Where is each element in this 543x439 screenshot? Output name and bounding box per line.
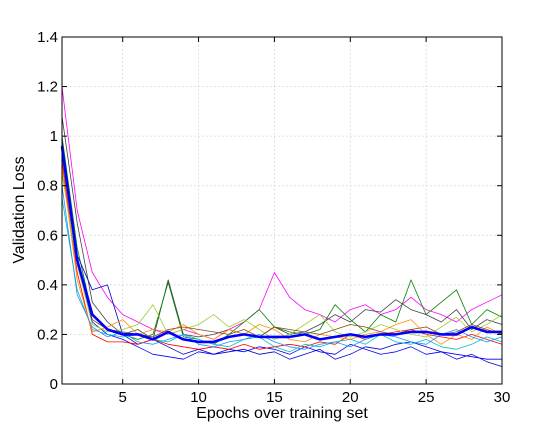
- series-line-9: [61, 165, 503, 345]
- plot-frame: [61, 36, 503, 385]
- y-tick-label: 1: [50, 128, 58, 145]
- x-axis-label: Epochs over training set: [196, 405, 368, 422]
- series-line-5: [61, 148, 502, 360]
- y-tick-label: 1.4: [37, 29, 58, 46]
- y-tick-label: 0.6: [37, 227, 58, 244]
- y-axis-label: Validation Loss: [11, 156, 28, 263]
- x-tick-label: 25: [418, 389, 435, 406]
- x-tick-label: 30: [494, 389, 511, 406]
- series-line-2: [61, 116, 503, 340]
- x-tick-label: 5: [119, 389, 127, 406]
- series-line-11: [61, 185, 503, 350]
- axis-ticks: 5 10 15 20 25 30 0 0.2 0.4 0.6 0.8 1 1.2 1.4: [37, 29, 510, 406]
- series-line-3: [61, 136, 503, 345]
- x-tick-label: 10: [190, 389, 207, 406]
- y-tick-label: 0.2: [37, 326, 58, 343]
- x-tick-label: 20: [342, 389, 359, 406]
- mean-series-line: [60, 145, 502, 344]
- y-tick-label: 0.8: [37, 178, 58, 195]
- series-line-4: [61, 141, 503, 367]
- y-tick-label: 1.2: [37, 79, 58, 96]
- series-layer: [60, 86, 503, 367]
- series-line-1: [61, 86, 503, 340]
- y-tick-label: 0.4: [37, 277, 58, 294]
- y-tick-label: 0: [50, 376, 58, 393]
- x-tick-label: 15: [266, 389, 283, 406]
- plot-area: [62, 37, 502, 384]
